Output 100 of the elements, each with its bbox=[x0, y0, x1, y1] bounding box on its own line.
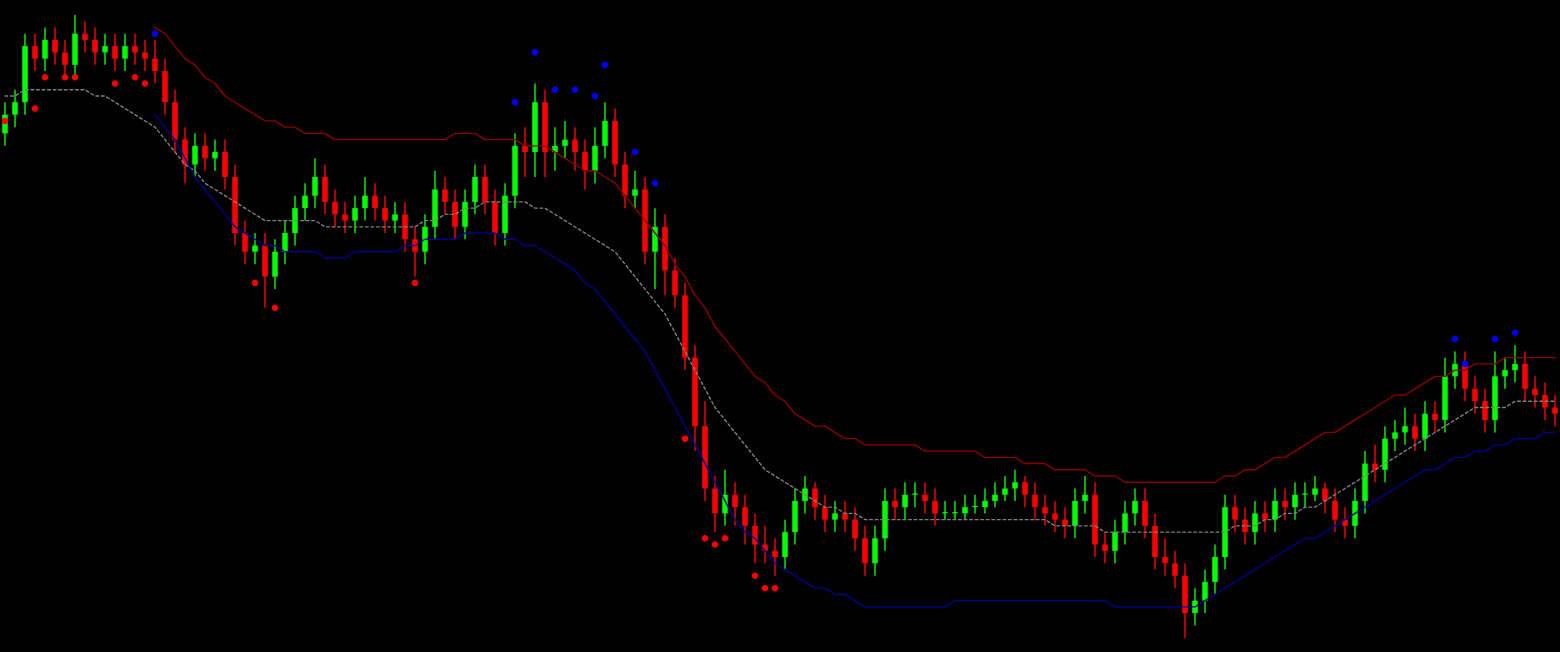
candlestick bbox=[1392, 419, 1398, 452]
candlestick bbox=[1472, 375, 1478, 415]
point bbox=[31, 105, 39, 112]
candlestick bbox=[1342, 506, 1348, 540]
candlestick bbox=[802, 475, 808, 515]
candlestick bbox=[1432, 400, 1438, 434]
point bbox=[571, 86, 579, 94]
candlestick bbox=[1482, 388, 1488, 434]
point bbox=[721, 535, 729, 542]
candlestick bbox=[302, 182, 308, 222]
point bbox=[1491, 335, 1499, 343]
point bbox=[111, 80, 119, 87]
candlestick bbox=[52, 26, 58, 66]
candlestick bbox=[92, 26, 98, 66]
point bbox=[761, 584, 769, 592]
candlestick bbox=[902, 481, 908, 521]
point bbox=[251, 279, 259, 287]
candlestick bbox=[212, 138, 218, 172]
candlestick bbox=[1272, 487, 1278, 533]
candlestick bbox=[552, 126, 558, 172]
candlestick bbox=[732, 481, 738, 527]
candlestick bbox=[362, 176, 368, 222]
point bbox=[1, 117, 9, 125]
candlestick bbox=[312, 157, 318, 209]
candlestick bbox=[252, 232, 258, 265]
candlestick bbox=[1022, 475, 1028, 508]
candlestick bbox=[1502, 356, 1508, 390]
candlestick bbox=[332, 188, 338, 228]
candlestick bbox=[752, 512, 758, 564]
candlestick bbox=[1452, 350, 1458, 390]
candlestick bbox=[522, 126, 528, 178]
candlestick bbox=[912, 481, 918, 508]
candlestick bbox=[992, 481, 998, 508]
candlestick bbox=[12, 89, 18, 128]
point bbox=[511, 98, 519, 106]
candlestick bbox=[342, 201, 348, 234]
candlestick bbox=[742, 494, 748, 546]
point bbox=[771, 584, 779, 592]
point bbox=[61, 74, 69, 81]
point bbox=[551, 86, 559, 94]
candlestick bbox=[962, 494, 968, 521]
candlestick bbox=[1132, 487, 1138, 527]
candlestick bbox=[82, 20, 88, 54]
candlestick bbox=[1042, 494, 1048, 527]
candlestick bbox=[842, 500, 848, 533]
candlestick bbox=[1122, 500, 1128, 546]
candlestick bbox=[1552, 394, 1558, 427]
candlestick bbox=[1232, 494, 1238, 533]
candlestick bbox=[1512, 344, 1518, 384]
candlestick bbox=[1032, 481, 1038, 521]
candlestick bbox=[392, 201, 398, 234]
candlestick bbox=[892, 487, 898, 521]
candlestick bbox=[132, 32, 138, 66]
candlestick bbox=[1242, 506, 1248, 546]
candlestick bbox=[922, 481, 928, 515]
candlestick bbox=[152, 39, 158, 85]
candlestick bbox=[192, 132, 198, 178]
candlestick bbox=[282, 219, 288, 265]
candlestick bbox=[1162, 537, 1168, 577]
candlestick bbox=[1252, 500, 1258, 546]
candlestick bbox=[1082, 475, 1088, 515]
candlestick bbox=[122, 32, 128, 72]
candlestick bbox=[982, 487, 988, 515]
candlestick bbox=[1012, 469, 1018, 502]
candlestick bbox=[832, 500, 838, 533]
candlestick bbox=[1102, 531, 1108, 564]
candlestick bbox=[1332, 487, 1338, 533]
candlestick bbox=[382, 194, 388, 234]
point bbox=[411, 279, 419, 287]
candlestick bbox=[632, 170, 638, 209]
candlestick bbox=[1302, 481, 1308, 508]
point bbox=[601, 61, 609, 69]
candlestick bbox=[112, 32, 118, 72]
candlestick bbox=[1002, 475, 1008, 502]
point bbox=[631, 148, 639, 156]
point bbox=[1461, 360, 1469, 368]
candlestick bbox=[1262, 500, 1268, 533]
candlestick bbox=[142, 39, 148, 72]
candlestick bbox=[812, 481, 818, 521]
candlestick bbox=[562, 120, 568, 159]
candlestick bbox=[1402, 406, 1408, 446]
point bbox=[141, 80, 149, 87]
candlestick bbox=[412, 226, 418, 278]
point bbox=[591, 92, 599, 100]
candlestick bbox=[1412, 413, 1418, 452]
point bbox=[701, 535, 709, 542]
point bbox=[711, 541, 719, 548]
candlestick bbox=[242, 219, 248, 265]
candlestick bbox=[1282, 487, 1288, 521]
candlestick bbox=[202, 132, 208, 172]
candlestick bbox=[822, 494, 828, 533]
candlestick bbox=[1172, 550, 1178, 589]
point bbox=[271, 304, 279, 312]
candlestick bbox=[42, 26, 48, 72]
point bbox=[1511, 329, 1519, 336]
candlestick bbox=[932, 487, 938, 527]
point bbox=[531, 49, 539, 56]
candlestick bbox=[1292, 481, 1298, 521]
point bbox=[131, 74, 139, 81]
candlestick bbox=[772, 537, 778, 577]
